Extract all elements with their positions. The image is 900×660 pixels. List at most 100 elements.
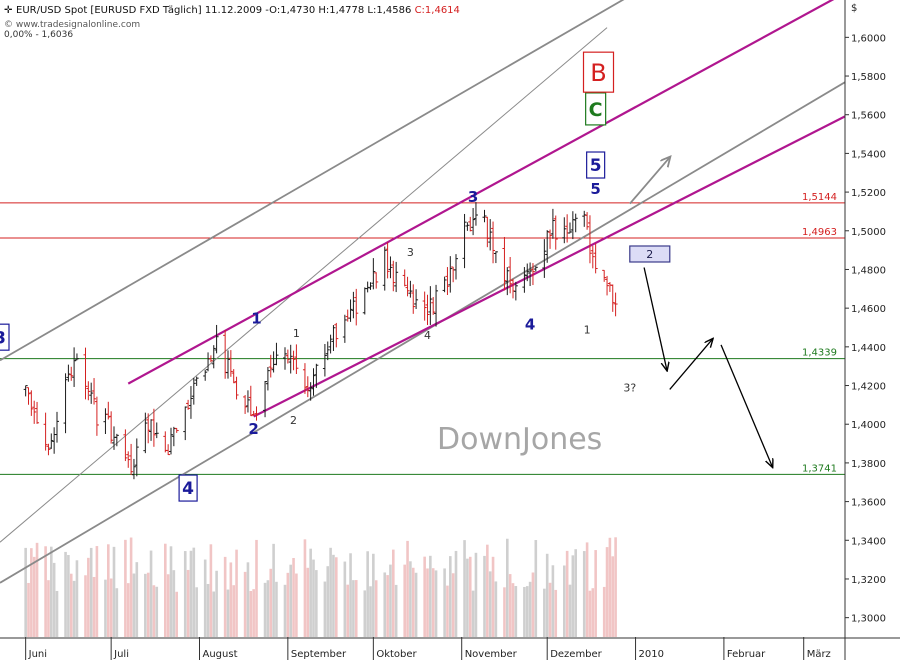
volume-bar <box>209 544 213 637</box>
y-tick-label: 1,5000 <box>851 227 886 238</box>
boxed-label-red: B <box>582 51 615 93</box>
y-tick-label: 1,3400 <box>851 536 886 547</box>
ohlc-bar <box>46 443 51 456</box>
wave-label-big: 5 <box>590 180 600 198</box>
boxed-label-blue: 4 <box>178 474 198 502</box>
volume-bar <box>109 578 113 637</box>
ohlc-bar <box>610 284 615 312</box>
volume-bar <box>423 556 426 637</box>
volume-bar <box>554 589 558 637</box>
ohlc-bar <box>49 433 54 449</box>
volume-bar <box>292 558 295 637</box>
volume-bar <box>235 549 238 637</box>
wave-label-big: 3 <box>468 188 478 206</box>
ohlc-bar <box>223 329 228 379</box>
x-tick-label: Dezember <box>550 649 602 660</box>
volume-bar <box>374 580 378 637</box>
volume-bar <box>335 557 338 637</box>
volume-bar <box>506 538 509 637</box>
volume-bar <box>329 547 332 637</box>
ohlc-bar <box>69 366 74 381</box>
ohlc-bar <box>66 364 71 382</box>
y-tick-label: 1,3800 <box>851 459 886 470</box>
boxed-label-text: C <box>589 99 603 121</box>
ohlc-bar <box>493 251 498 264</box>
volume-bar <box>135 562 139 637</box>
volume-bar <box>272 543 275 637</box>
ohlc-bar <box>89 382 94 404</box>
wave-label-big: 1 <box>251 310 261 328</box>
ohlc-bar <box>288 344 293 374</box>
ohlc-bar <box>488 219 493 251</box>
ohlc-bar <box>602 269 607 282</box>
ohlc-bar <box>434 284 439 327</box>
forecast-arrow <box>643 267 667 371</box>
x-tick-label: Juni <box>28 649 47 660</box>
header-title: EUR/USD Spot [EURUSD FXD Täglich] 11.12.… <box>16 5 269 16</box>
ohlc-bar <box>243 395 248 414</box>
ohlc-bar <box>542 239 547 278</box>
volume-bar <box>594 550 597 637</box>
volume-bar <box>426 568 429 637</box>
volume-bar <box>309 548 312 637</box>
forecast-arrow <box>720 344 772 467</box>
volume-bar <box>563 565 566 637</box>
volume-bar <box>434 570 438 637</box>
ohlc-bar <box>263 381 268 418</box>
ohlc-bar <box>314 363 319 388</box>
watermark: DownJones <box>437 422 602 457</box>
volume-bar <box>246 562 250 637</box>
wave-label-small: 1 <box>293 327 300 340</box>
ohlc-bar <box>562 217 567 244</box>
y-tick-label: 1,5800 <box>851 72 886 83</box>
ohlc-bar <box>394 261 399 293</box>
volume-bar <box>249 591 253 637</box>
ohlc-bar <box>151 408 156 447</box>
volume-bar <box>149 550 153 637</box>
ohlc-bar <box>425 294 430 325</box>
boxed-label-frame <box>0 323 10 351</box>
volume-bar <box>195 587 198 637</box>
ohlc-bar <box>587 215 592 264</box>
volume-bar <box>543 588 546 637</box>
ohlc-bar <box>428 286 433 325</box>
boxed-label-frame <box>178 474 198 502</box>
ohlc-bar <box>334 322 339 348</box>
ohlc-bar <box>550 208 555 239</box>
ohlc-bar <box>454 254 458 280</box>
volume-bar <box>443 568 446 637</box>
volume-bar <box>585 542 589 637</box>
volume-bar <box>491 556 495 637</box>
header-close: C:1,4614 <box>415 5 460 16</box>
forecast-arrow <box>669 339 713 390</box>
ohlc-bar <box>471 208 476 236</box>
ohlc-bar <box>214 324 219 354</box>
ohlc-bar <box>448 256 453 293</box>
ohlc-bar <box>511 278 515 299</box>
volume-bar <box>525 586 529 637</box>
y-tick-label: 1,4600 <box>851 304 886 315</box>
volume-bar <box>605 547 609 637</box>
volume-bar <box>608 537 612 637</box>
y-tick-label: 1,6000 <box>851 33 886 44</box>
volume-bar <box>531 572 535 637</box>
volume-bar <box>24 547 27 637</box>
ohlc-bar <box>305 376 310 398</box>
ohlc-bar <box>308 382 313 401</box>
ohlc-bar <box>103 408 108 435</box>
volume-bar <box>568 584 572 637</box>
volume-bar <box>44 546 47 637</box>
wave-label-small: 1 <box>584 323 591 336</box>
ohlc-bar <box>445 267 450 295</box>
volume-bar <box>352 580 355 637</box>
boxed-label-text: 5 <box>590 156 602 176</box>
volume-bar <box>451 573 455 637</box>
volume-bar <box>463 540 466 637</box>
ohlc-bar <box>525 263 530 282</box>
ohlc-bar <box>328 334 333 354</box>
ohlc-bar <box>231 369 236 384</box>
ohlc-bar <box>590 245 595 269</box>
ohlc-bar <box>283 347 287 370</box>
